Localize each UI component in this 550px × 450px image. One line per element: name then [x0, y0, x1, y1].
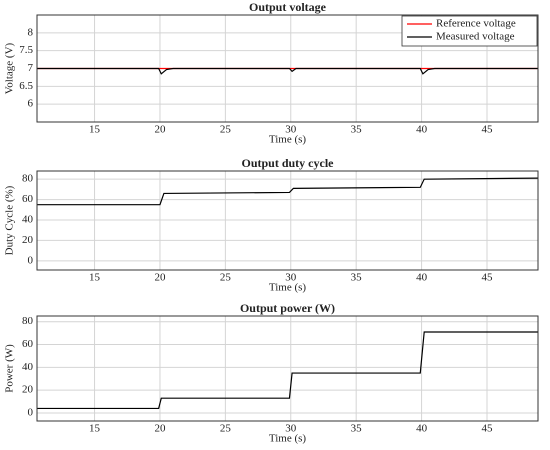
data-line: [37, 331, 538, 410]
y-tick-label: 7: [28, 62, 34, 74]
x-tick-label: 15: [89, 272, 101, 284]
x-tick-label: 25: [220, 272, 232, 284]
x-tick-label: 20: [154, 124, 166, 136]
y-tick-label: 60: [22, 338, 34, 350]
x-tick-label: 40: [416, 124, 428, 136]
legend-label: Measured voltage: [436, 31, 515, 43]
axes-frame: [36, 315, 539, 422]
y-tick-label: 80: [22, 315, 34, 327]
x-tick-label: 25: [220, 124, 232, 136]
chart-title: Output power (W): [240, 301, 335, 315]
y-tick-label: 7.5: [19, 44, 33, 56]
y-axis-label: Voltage (V): [4, 42, 16, 94]
y-tick-label: 6: [28, 98, 34, 110]
x-tick-label: 20: [154, 423, 166, 435]
x-tick-label: 40: [416, 272, 428, 284]
x-tick-label: 45: [481, 124, 493, 136]
x-tick-label: 35: [351, 272, 363, 284]
x-tick-label: 15: [89, 124, 101, 136]
x-tick-label: 20: [154, 272, 166, 284]
x-tick-label: 35: [351, 124, 363, 136]
chart-title: Output duty cycle: [241, 156, 334, 170]
y-tick-label: 40: [22, 214, 34, 226]
y-tick-label: 6.5: [19, 80, 33, 92]
y-tick-label: 8: [28, 26, 34, 38]
y-tick-label: 60: [22, 193, 34, 205]
plot-area: [37, 316, 538, 421]
x-axis-label: Time (s): [269, 282, 307, 294]
y-tick-label: 0: [28, 407, 34, 419]
x-tick-label: 25: [220, 423, 232, 435]
legend-label: Reference voltage: [436, 18, 516, 30]
x-tick-label: 45: [481, 272, 493, 284]
axes-frame: [36, 14, 539, 123]
y-axis-label: Power (W): [4, 344, 16, 393]
y-tick-label: 0: [28, 254, 34, 266]
x-tick-label: 30: [285, 272, 297, 284]
y-tick-label: 20: [22, 384, 34, 396]
data-line: [37, 67, 538, 75]
plot-area: [37, 171, 538, 270]
y-tick-label: 40: [22, 361, 34, 373]
y-tick-label: 20: [22, 234, 34, 246]
y-tick-label: 80: [22, 173, 34, 185]
chart-title: Output voltage: [249, 0, 327, 14]
legend-box: [401, 15, 538, 47]
data-line: [37, 177, 539, 206]
x-tick-label: 30: [285, 124, 297, 136]
x-tick-label: 40: [416, 423, 428, 435]
x-axis-label: Time (s): [269, 433, 307, 445]
x-tick-label: 15: [89, 423, 101, 435]
x-tick-label: 45: [481, 423, 493, 435]
axes-frame: [36, 170, 539, 271]
y-axis-label: Duty Cycle (%): [4, 185, 16, 255]
x-tick-label: 30: [285, 423, 297, 435]
x-tick-label: 35: [351, 423, 363, 435]
x-axis-label: Time (s): [269, 134, 307, 146]
